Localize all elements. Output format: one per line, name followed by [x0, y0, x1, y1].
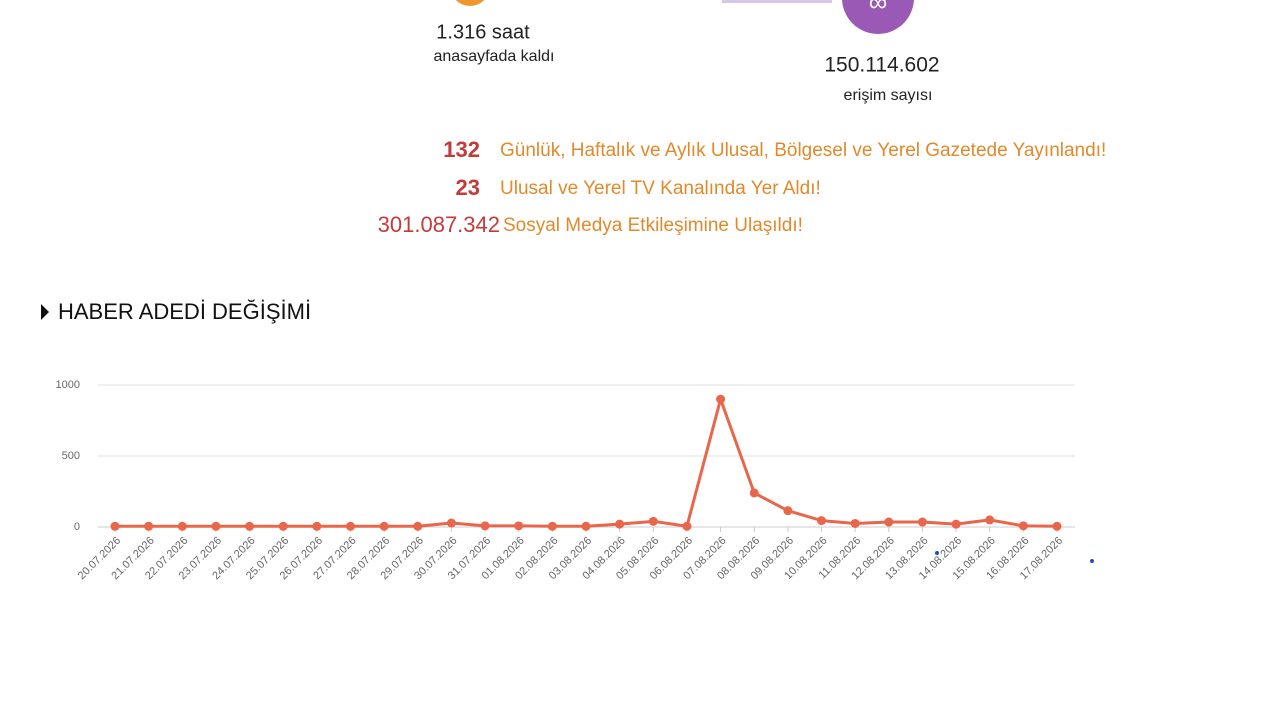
dot — [1090, 559, 1094, 563]
highlight-number: 23 — [456, 175, 480, 200]
point — [514, 521, 524, 531]
point — [245, 521, 255, 531]
point — [749, 488, 759, 498]
chart-title: HABER ADEDİ DEĞİŞİMİ — [58, 299, 311, 324]
point — [615, 519, 625, 529]
divider — [722, 0, 832, 3]
point — [850, 518, 860, 528]
line — [115, 397, 1058, 528]
point — [716, 394, 726, 404]
highlight-text: Sosyal Medya Etkileşimine Ulaşıldı! — [503, 215, 803, 236]
y-tick-label: 500 — [62, 450, 80, 462]
point — [985, 515, 995, 525]
point — [1052, 521, 1062, 531]
point — [817, 516, 826, 526]
point — [211, 521, 221, 531]
y-tick-label: 0 — [74, 521, 80, 533]
point — [480, 521, 490, 531]
point — [413, 521, 423, 531]
highlight-text: Günlük, Haftalık ve Aylık Ulusal, Bölges… — [500, 140, 1106, 161]
infinity-symbol: ∞ — [869, 0, 888, 17]
point — [110, 521, 120, 531]
stat-label: erişim sayısı — [844, 87, 933, 104]
point — [581, 521, 591, 531]
title-arrow — [41, 304, 49, 320]
chart: 0500100020.07.202621.07.202622.07.202623… — [56, 379, 1075, 582]
dot — [935, 551, 939, 555]
point — [1018, 521, 1028, 531]
point — [312, 521, 322, 531]
point — [144, 521, 154, 531]
point — [917, 517, 927, 527]
point — [951, 519, 961, 529]
point — [682, 521, 692, 531]
stat-value: 1.316 saat — [436, 21, 530, 43]
y-tick-label: 1000 — [56, 379, 80, 391]
highlight-number: 132 — [443, 137, 480, 162]
reach-icon — [842, 0, 914, 34]
point — [346, 521, 355, 531]
time-icon — [455, 0, 485, 6]
point — [648, 516, 658, 526]
point — [446, 518, 456, 528]
point — [783, 506, 793, 516]
stat-label: anasayfada kaldı — [434, 48, 555, 65]
point — [278, 521, 288, 531]
point — [177, 521, 187, 531]
point — [379, 521, 389, 531]
highlight-number: 301.087.342 — [378, 212, 500, 237]
point — [884, 517, 894, 527]
point — [547, 521, 557, 531]
stat-value: 150.114.602 — [824, 54, 939, 77]
highlight-text: Ulusal ve Yerel TV Kanalında Yer Aldı! — [500, 178, 821, 199]
